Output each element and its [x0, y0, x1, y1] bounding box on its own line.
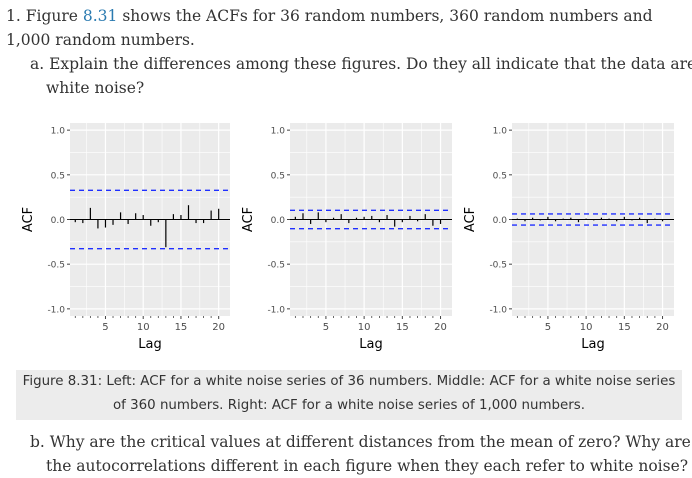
x-tick-label: 20 — [434, 322, 447, 333]
y-tick-label: 0.0 — [51, 216, 66, 226]
y-axis-label: ACF — [241, 207, 256, 232]
x-tick-label: 15 — [175, 322, 188, 333]
caption-line-1: Figure 8.31: Left: ACF for a white noise… — [22, 374, 676, 389]
x-tick-label: 5 — [545, 322, 551, 333]
x-axis-label: Lag — [138, 337, 161, 352]
x-axis-label: Lag — [359, 337, 382, 352]
question-b: b. Why are the critical values at differ… — [30, 430, 692, 478]
question-a-text: Explain the differences among these figu… — [46, 55, 692, 97]
x-axis-label: Lag — [581, 337, 604, 352]
acf-figure: -1.0 -0.5 0.0 0.5 1.0 5 10 15 20 Lag ACF -1.0 -0.5 0.… — [0, 115, 692, 365]
figure-link[interactable]: 8.31 — [82, 7, 118, 25]
x-tick-label: 20 — [212, 322, 225, 333]
question-1-number: 1. — [6, 7, 21, 25]
caption-line-2: of 360 numbers. Right: ACF for a white n… — [112, 398, 586, 413]
x-tick-label: 20 — [656, 322, 669, 333]
y-tick-label: 0.5 — [493, 171, 507, 181]
question-1-text-before: Figure — [25, 7, 83, 25]
question-1-text-after: shows the ACFs for 36 random numbers, 36… — [6, 7, 653, 49]
y-axis-label: ACF — [21, 207, 36, 232]
figure-caption: Figure 8.31: Left: ACF for a white noise… — [16, 370, 682, 420]
question-b-text: Why are the critical values at different… — [46, 433, 691, 475]
acf-plots-svg: -1.0 -0.5 0.0 0.5 1.0 5 10 15 20 Lag ACF -1.0 -0.5 0.… — [21, 123, 674, 352]
question-a-label: a. — [30, 55, 45, 73]
y-tick-label: -1.0 — [47, 305, 65, 315]
x-tick-label: 15 — [618, 322, 631, 333]
y-tick-label: -1.0 — [267, 305, 285, 315]
y-tick-label: -0.5 — [489, 261, 507, 271]
y-tick-label: 1.0 — [271, 127, 286, 137]
x-tick-label: 10 — [358, 322, 371, 333]
x-tick-label: 15 — [396, 322, 409, 333]
y-tick-label: -0.5 — [47, 261, 65, 271]
y-tick-label: 1.0 — [493, 127, 508, 137]
x-tick-label: 10 — [137, 322, 150, 333]
question-1: 1. Figure 8.31 shows the ACFs for 36 ran… — [6, 4, 686, 52]
x-tick-label: 5 — [323, 322, 329, 333]
y-tick-label: 1.0 — [51, 127, 66, 137]
x-tick-label: 5 — [102, 322, 108, 333]
y-tick-label: -0.5 — [267, 261, 285, 271]
y-tick-label: 0.5 — [271, 171, 285, 181]
y-tick-label: 0.0 — [271, 216, 286, 226]
y-tick-label: 0.0 — [493, 216, 508, 226]
x-tick-label: 10 — [580, 322, 593, 333]
y-tick-label: -1.0 — [489, 305, 507, 315]
question-a: a. Explain the differences among these f… — [30, 52, 692, 100]
y-tick-label: 0.5 — [51, 171, 65, 181]
question-b-label: b. — [30, 433, 45, 451]
y-axis-label: ACF — [463, 207, 478, 232]
